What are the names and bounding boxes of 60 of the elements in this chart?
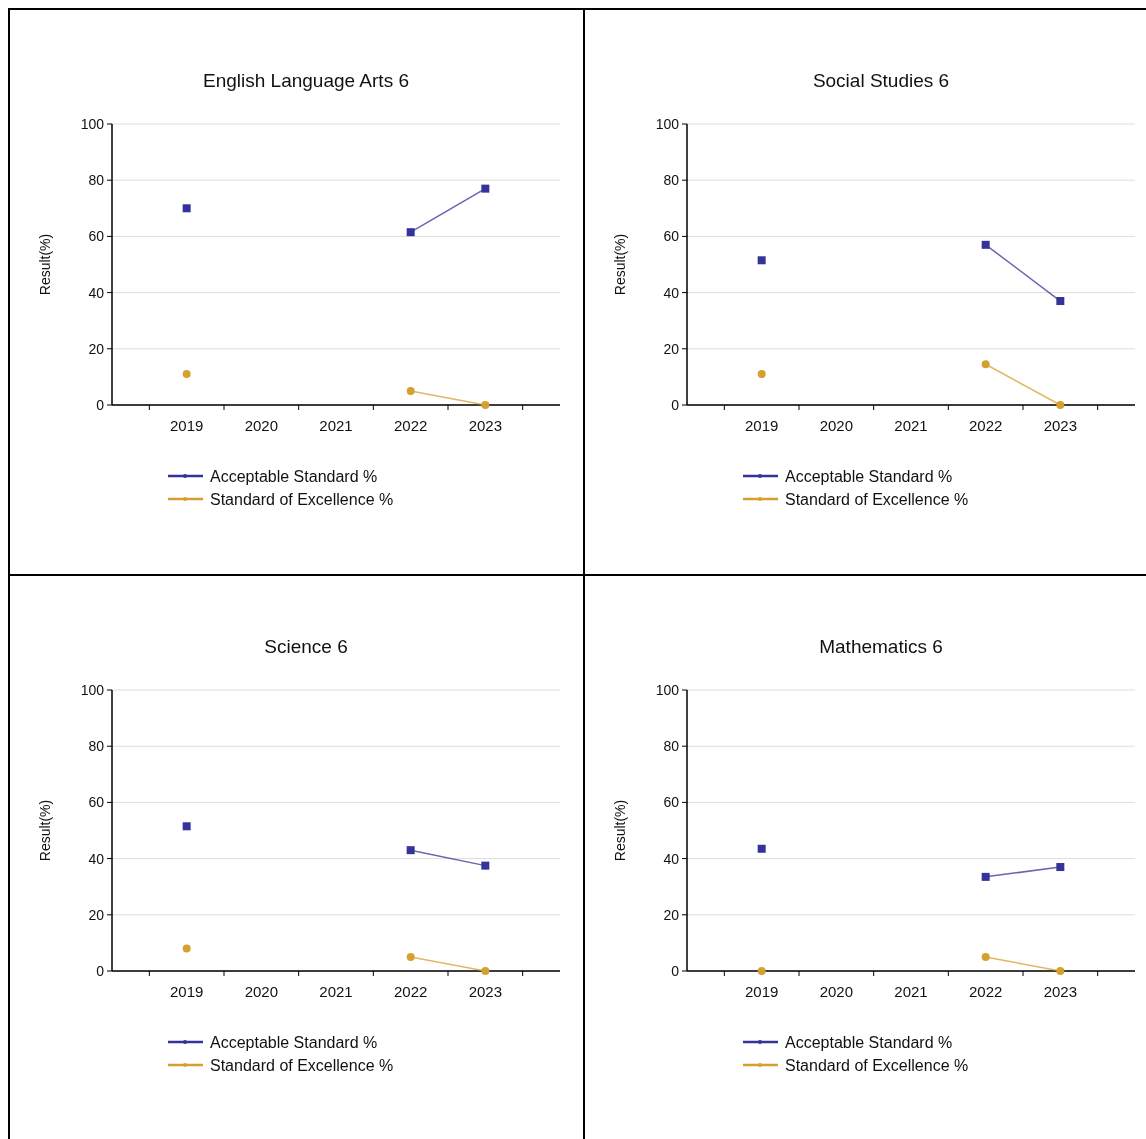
x-tick-label: 2023: [468, 983, 503, 1000]
legend-label: Standard of Excellence %: [785, 490, 969, 508]
y-tick-label: 80: [88, 172, 105, 189]
y-tick-label: 20: [88, 906, 105, 923]
y-tick-label: 80: [88, 738, 105, 755]
x-tick-label: 2022: [393, 983, 428, 1000]
y-axis-title: Result(%): [37, 799, 53, 862]
y-tick-label: 60: [88, 228, 105, 245]
y-tick-label: 20: [663, 906, 680, 923]
y-tick-label: 100: [655, 681, 680, 698]
x-tick-label: 2021: [319, 983, 353, 1000]
y-tick-label: 100: [80, 681, 105, 698]
x-tick-label: 2019: [744, 417, 779, 434]
y-axis-title: Result(%): [612, 799, 628, 862]
y-tick-label: 40: [663, 850, 680, 867]
legend-label: Acceptable Standard %: [210, 467, 378, 485]
y-axis-title: Result(%): [612, 233, 628, 296]
y-tick-label: 0: [96, 962, 105, 979]
chart-title: Mathematics 6: [819, 636, 943, 657]
legend-label: Acceptable Standard %: [210, 1033, 378, 1051]
y-tick-label: 100: [80, 115, 105, 132]
y-tick-label: 0: [96, 396, 105, 413]
chart-title: Social Studies 6: [812, 70, 950, 91]
y-tick-label: 80: [663, 172, 680, 189]
legend-label: Acceptable Standard %: [785, 467, 953, 485]
legend-label: Acceptable Standard %: [785, 1033, 953, 1051]
y-tick-label: 60: [663, 794, 680, 811]
x-tick-label: 2020: [244, 417, 279, 434]
y-axis-title: Result(%): [37, 233, 53, 296]
x-tick-label: 2022: [968, 983, 1003, 1000]
y-tick-label: 60: [88, 794, 105, 811]
y-tick-label: 20: [663, 340, 680, 357]
x-tick-label: 2019: [744, 983, 779, 1000]
x-tick-label: 2023: [1043, 983, 1078, 1000]
legend-label: Standard of Excellence %: [210, 1056, 394, 1074]
chart-title: English Language Arts 6: [203, 70, 409, 91]
y-tick-label: 40: [88, 284, 105, 301]
y-tick-label: 60: [663, 228, 680, 245]
y-tick-label: 100: [655, 115, 680, 132]
x-tick-label: 2020: [819, 417, 854, 434]
y-tick-label: 0: [671, 962, 680, 979]
x-tick-label: 2021: [894, 417, 928, 434]
x-tick-label: 2023: [1043, 417, 1078, 434]
x-tick-label: 2022: [968, 417, 1003, 434]
legend-label: Standard of Excellence %: [210, 490, 394, 508]
y-tick-label: 40: [88, 850, 105, 867]
y-tick-label: 80: [663, 738, 680, 755]
x-tick-label: 2023: [468, 417, 503, 434]
y-tick-label: 0: [671, 396, 680, 413]
chart-title: Science 6: [264, 636, 348, 657]
y-tick-label: 40: [663, 284, 680, 301]
x-tick-label: 2019: [169, 983, 204, 1000]
x-tick-label: 2020: [819, 983, 854, 1000]
y-tick-label: 20: [88, 340, 105, 357]
x-tick-label: 2021: [894, 983, 928, 1000]
x-tick-label: 2021: [319, 417, 353, 434]
x-tick-label: 2020: [244, 983, 279, 1000]
legend-label: Standard of Excellence %: [785, 1056, 969, 1074]
x-tick-label: 2019: [169, 417, 204, 434]
x-tick-label: 2022: [393, 417, 428, 434]
